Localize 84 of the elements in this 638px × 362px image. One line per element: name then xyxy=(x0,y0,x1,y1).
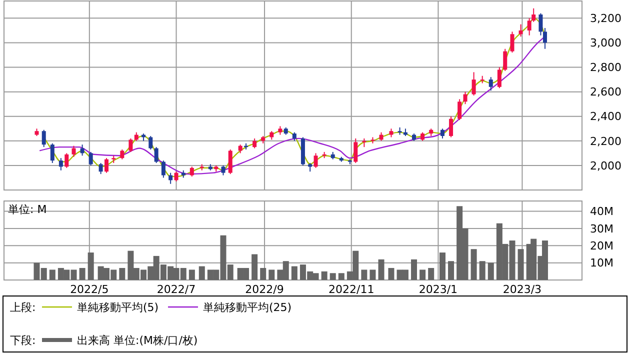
y-tick-label: 3,000 xyxy=(590,36,622,50)
x-tick-label: 2022/11 xyxy=(328,283,374,296)
y-tick-label: 20M xyxy=(590,240,614,252)
candlestick xyxy=(314,152,318,168)
bar xyxy=(411,259,418,280)
candlestick xyxy=(88,151,93,166)
candlestick xyxy=(104,158,108,174)
x-tick-label: 2023/3 xyxy=(502,283,542,296)
bar xyxy=(252,254,258,280)
bar xyxy=(330,273,336,280)
candlestick xyxy=(221,164,226,176)
bar xyxy=(338,273,344,280)
y-tick-label: 2,000 xyxy=(590,159,622,172)
candlestick xyxy=(538,12,543,36)
y-tick-label: 40M xyxy=(590,205,614,218)
bar xyxy=(439,252,446,280)
x-tick-label: 2023/1 xyxy=(418,283,458,296)
bar xyxy=(470,249,477,280)
bar xyxy=(291,266,298,280)
candlestick xyxy=(488,76,493,92)
y-tick-label: 10M xyxy=(590,256,614,270)
y-axis-title: 単位: M xyxy=(8,203,47,216)
candlestick xyxy=(190,166,194,177)
bar xyxy=(321,271,328,280)
bar xyxy=(518,249,524,280)
y-tick-label: 2,800 xyxy=(590,61,622,74)
bar xyxy=(378,259,384,280)
bar xyxy=(361,270,368,280)
candlestick xyxy=(354,138,358,164)
bar xyxy=(479,261,486,280)
bar xyxy=(198,266,205,280)
x-tick-label: 2022/9 xyxy=(245,283,284,296)
candlestick xyxy=(510,31,514,54)
y-tick-label: 2,400 xyxy=(590,110,622,124)
bar xyxy=(428,268,434,280)
candlestick xyxy=(154,146,158,164)
bar xyxy=(79,268,86,280)
bar xyxy=(188,270,195,280)
bar xyxy=(268,270,275,280)
candlestick xyxy=(503,48,508,72)
legend-label: 出来高 単位:(M株/口/枚) xyxy=(77,334,198,347)
candlestick xyxy=(542,28,547,50)
candlestick xyxy=(472,72,476,96)
candlestick xyxy=(50,142,54,164)
bar xyxy=(488,262,494,280)
bar xyxy=(260,268,266,280)
legend-title: 上段: xyxy=(10,300,36,314)
candlestick xyxy=(42,129,46,148)
y-tick-label: 2,600 xyxy=(590,86,622,99)
candlestick xyxy=(64,152,69,168)
candlestick xyxy=(458,98,462,121)
bar xyxy=(542,240,548,280)
candlestick xyxy=(518,24,523,38)
candlestick xyxy=(449,116,454,138)
bar xyxy=(370,270,376,280)
legend-title: 下段: xyxy=(10,334,36,347)
candlestick xyxy=(58,158,63,171)
bar xyxy=(49,270,56,280)
candlestick xyxy=(168,172,173,184)
candlestick xyxy=(98,162,103,175)
legend-label: 単純移動平均(25) xyxy=(203,300,292,314)
bar xyxy=(88,252,94,280)
y-tick-label: 2,200 xyxy=(590,134,622,148)
candlestick xyxy=(463,91,468,105)
bar xyxy=(388,268,394,280)
bar xyxy=(420,270,426,280)
x-tick-label: 2022/5 xyxy=(70,283,109,296)
candlestick xyxy=(174,171,178,182)
candlestick xyxy=(440,128,444,139)
candlestick xyxy=(72,145,76,158)
bar xyxy=(119,268,126,280)
candlestick xyxy=(128,138,133,152)
candlestick xyxy=(497,66,502,89)
candlestick xyxy=(148,136,153,150)
candlestick xyxy=(228,149,232,175)
x-tick-label: 2022/7 xyxy=(156,283,196,296)
y-tick-label: 3,200 xyxy=(590,12,622,26)
bar xyxy=(448,261,454,280)
candlestick xyxy=(161,160,166,178)
candlestick xyxy=(252,138,257,149)
candlestick xyxy=(120,149,124,160)
legend-label: 単純移動平均(5) xyxy=(77,300,159,314)
candlestick xyxy=(80,144,84,156)
y-tick-label: 30M xyxy=(590,222,614,236)
